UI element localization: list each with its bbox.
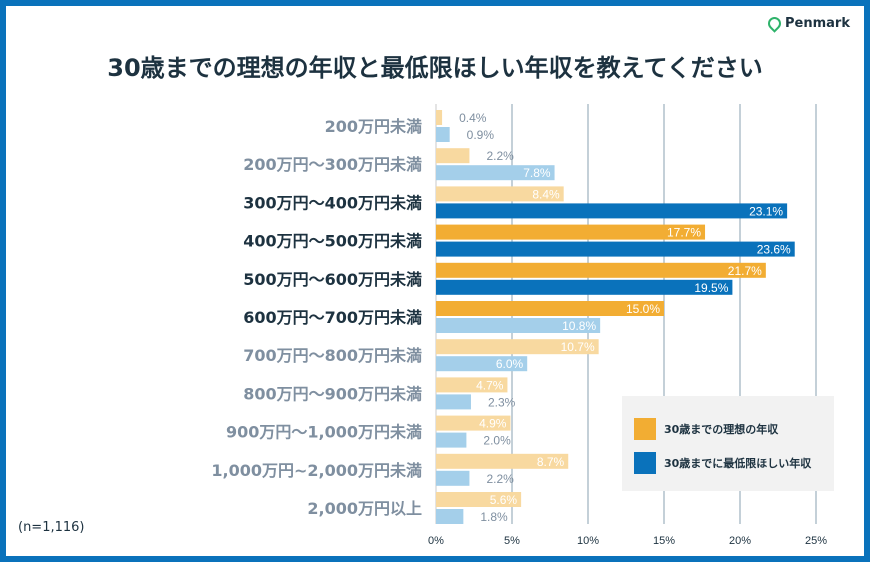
bar-min — [436, 203, 788, 219]
data-label: 15.0% — [626, 302, 660, 316]
bar-ideal — [436, 224, 706, 240]
category-label: 300万円〜400万円未満 — [243, 193, 422, 212]
category-label: 700万円〜800万円未満 — [243, 346, 422, 365]
data-label: 23.6% — [757, 243, 791, 257]
bar-ideal — [436, 262, 766, 278]
legend: 30歳までの理想の年収 30歳までに最低限ほしい年収 — [622, 396, 834, 491]
bar-min — [436, 432, 467, 448]
legend-item-ideal: 30歳までの理想の年収 — [634, 418, 778, 440]
data-label: 6.0% — [496, 357, 524, 371]
bar-ideal — [436, 110, 443, 125]
data-label: 19.5% — [694, 281, 728, 295]
category-label: 2,000万円以上 — [307, 499, 422, 518]
legend-label: 30歳までの理想の年収 — [664, 423, 779, 436]
x-tick-label: 20% — [729, 535, 751, 547]
bar-ideal — [436, 148, 470, 164]
legend-item-min: 30歳までに最低限ほしい年収 — [634, 452, 811, 474]
bar-ideal — [436, 301, 664, 316]
category-label: 900万円〜1,000万円未満 — [226, 423, 422, 442]
category-label: 200万円〜300万円未満 — [243, 155, 422, 174]
data-label: 0.9% — [467, 128, 495, 142]
category-label: 500万円〜600万円未満 — [243, 270, 422, 289]
x-tick-label: 25% — [805, 535, 827, 547]
penmark-logo: Penmark — [765, 14, 850, 33]
bar-min — [436, 279, 733, 295]
legend-swatch — [634, 452, 656, 474]
x-tick-label: 0% — [428, 535, 444, 547]
bar-min — [436, 165, 555, 181]
data-label: 0.4% — [459, 111, 487, 125]
data-label: 17.7% — [667, 226, 701, 240]
data-label: 8.4% — [532, 187, 560, 201]
bar-ideal — [436, 377, 508, 393]
bar-min — [436, 470, 470, 486]
data-label: 4.9% — [479, 417, 507, 431]
bar-ideal — [436, 492, 522, 507]
sample-size-note: (n=1,116) — [18, 520, 85, 535]
bar-ideal — [436, 453, 569, 469]
x-tick-label: 15% — [653, 535, 675, 547]
category-label: 1,000万円~2,000万円未満 — [211, 461, 422, 480]
data-label: 2.0% — [483, 434, 511, 448]
data-label: 10.7% — [561, 340, 595, 354]
bar-min — [436, 356, 528, 372]
data-label: 7.8% — [523, 166, 551, 180]
data-label: 10.8% — [562, 319, 596, 333]
data-label: 23.1% — [749, 204, 783, 218]
brand-name: Penmark — [785, 16, 850, 31]
data-label: 4.7% — [476, 378, 504, 392]
bar-min — [436, 509, 464, 524]
category-label: 800万円〜900万円未満 — [243, 384, 422, 403]
category-label: 600万円〜700万円未満 — [243, 308, 422, 327]
bar-ideal — [436, 339, 599, 355]
category-label: 400万円〜500万円未満 — [243, 232, 422, 251]
bar-min — [436, 241, 795, 257]
x-tick-label: 5% — [504, 535, 520, 547]
data-label: 5.6% — [490, 493, 518, 507]
legend-label: 30歳までに最低限ほしい年収 — [664, 457, 812, 470]
data-label: 8.7% — [537, 455, 565, 469]
data-label: 2.2% — [486, 149, 514, 163]
legend-swatch — [634, 418, 656, 440]
bar-min — [436, 394, 471, 410]
data-label: 21.7% — [728, 264, 762, 278]
bar-ideal — [436, 415, 511, 431]
data-label: 2.2% — [486, 472, 514, 486]
chart-title: 30歳までの理想の年収と最低限ほしい年収を教えてください — [107, 54, 763, 82]
bar-min — [436, 318, 601, 333]
data-label: 2.3% — [488, 395, 516, 409]
x-tick-label: 10% — [577, 535, 599, 547]
category-label: 200万円未満 — [325, 117, 422, 136]
bar-min — [436, 127, 450, 142]
data-label: 1.8% — [480, 510, 508, 524]
bar-ideal — [436, 186, 564, 202]
